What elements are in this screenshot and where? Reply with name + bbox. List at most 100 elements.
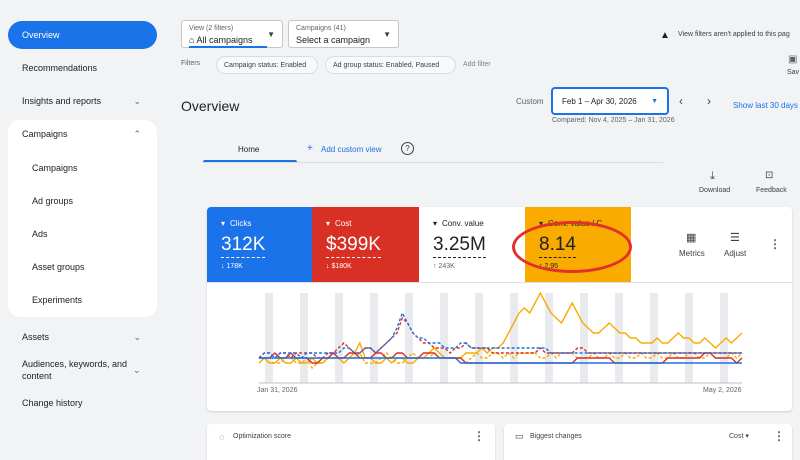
nav-campaigns[interactable]: Campaigns [32,163,78,173]
metric-tile-conv-value[interactable]: ▾ Conv. value 3.25M ↑ 243K [419,207,525,282]
metric-value: $399K [326,234,381,258]
series-line-4 [259,357,742,364]
save-icon[interactable]: ▣ [788,54,798,65]
chevron-up-icon: ⌃ [133,128,141,139]
metric-label-text: Clicks [230,219,252,228]
tab-home-indicator [203,160,297,163]
metrics-button[interactable]: Metrics [679,249,705,258]
chip-campaign-status[interactable]: Campaign status: Enabled [216,56,318,74]
caret-down-icon: ▾ [221,219,226,228]
metric-change: ↓ $180K [326,263,419,270]
series-line-3 [258,316,742,359]
caret-down-icon: ▼ [267,30,275,39]
tab-home[interactable]: Home [238,145,260,154]
campaign-selector[interactable]: Campaigns (41) Select a campaign ▼ [288,20,399,48]
campaign-selector-small: Campaigns (41) [296,25,346,32]
more-vert-icon[interactable]: ⋮ [773,429,785,443]
nav-campaigns-header-label: Campaigns [22,129,68,139]
caret-down-icon: ▾ [433,219,438,228]
metric-label: ▾ Clicks [221,219,312,228]
caret-down-icon: ▼ [383,30,391,39]
chip-adgroup-status[interactable]: Ad group status: Enabled, Paused [325,56,456,74]
cost-selector-label: Cost [729,433,744,440]
weekend-band [335,293,343,383]
weekend-band [545,293,553,383]
performance-chart [258,291,743,384]
biggest-changes-title: Biggest changes [530,433,582,440]
view-selector-label: All campaigns [196,35,253,45]
x-axis-start-label: Jan 31, 2026 [257,387,298,394]
warning-icon: ▲ [660,30,670,41]
optimization-score-title: Optimization score [233,433,291,440]
view-selector-small: View (2 filters) [189,25,234,32]
optimization-score-card: ◌ Optimization score ⋮ [207,424,495,460]
campaign-selector-label: Select a campaign [296,35,371,45]
performance-card: ▾ Clicks 312K ↓ 178K ▾ Cost $399K ↓ $180K … [207,207,792,411]
nav-asset-groups[interactable]: Asset groups [32,262,85,272]
weekend-band [265,293,273,383]
view-selector-main: ⌂ All campaigns [189,35,252,45]
metric-label-text: Conv. value [442,219,484,228]
weekend-band [580,293,588,383]
add-custom-view-link[interactable]: Add custom view [321,145,382,154]
save-label[interactable]: Sav [787,69,800,76]
nav-audiences[interactable]: Audiences, keywords, and content [8,353,128,387]
arrow-up-icon: ↑ [433,263,437,270]
nav-insights-label: Insights and reports [22,96,102,106]
weekend-band [475,293,483,383]
x-axis-end-label: May 2, 2026 [703,387,742,394]
nav-experiments[interactable]: Experiments [32,295,83,305]
lightbulb-icon: ◌ [219,432,225,442]
more-vert-icon[interactable]: ⋮ [769,237,781,251]
nav-assets[interactable]: Assets ⌄ [8,323,157,351]
date-range-picker[interactable]: Feb 1 – Apr 30, 2026 ▼ [551,87,669,115]
chevron-left-icon[interactable]: ‹ [679,94,683,108]
nav-overview[interactable]: Overview [8,21,157,49]
show-last-30-link[interactable]: Show last 30 days [733,101,798,110]
nav-recommendations-label: Recommendations [22,63,98,73]
caret-down-icon: ▾ [326,219,331,228]
sidebar: Overview Recommendations Insights and re… [0,0,165,460]
metric-tile-clicks[interactable]: ▾ Clicks 312K ↓ 178K [207,207,312,282]
compared-range: Compared: Nov 4, 2025 – Jan 31, 2026 [552,117,675,124]
nav-ads[interactable]: Ads [32,229,48,239]
download-icon[interactable]: ⤓ [710,170,715,182]
download-label[interactable]: Download [699,187,731,194]
adjust-button[interactable]: Adjust [724,249,747,258]
biggest-changes-card: ▭ Biggest changes Cost ▾ ⋮ [504,424,792,460]
metric-tile-cost[interactable]: ▾ Cost $399K ↓ $180K [312,207,419,282]
plus-icon[interactable]: + [307,143,313,154]
view-selector[interactable]: View (2 filters) ⌂ All campaigns ▼ [181,20,283,48]
feedback-label[interactable]: Feedback [756,187,787,194]
feedback-icon[interactable]: ⊡ [765,170,774,181]
filters-label: Filters [181,60,201,67]
nav-change-history[interactable]: Change history [8,389,157,417]
arrow-down-icon: ↓ [326,263,330,270]
cost-selector[interactable]: Cost ▾ [729,432,749,440]
chevron-right-icon[interactable]: › [707,94,711,108]
metric-change-value: $180K [331,263,352,270]
view-selector-underline [189,46,267,48]
chip-campaign-status-label: Campaign status: Enabled [224,61,307,69]
add-filter-link[interactable]: Add filter [463,61,491,68]
page-title: Overview [181,98,240,114]
nav-campaigns-header[interactable]: Campaigns ⌃ [8,120,157,148]
metric-label: ▾ Conv. value [433,219,525,228]
date-range-value: Feb 1 – Apr 30, 2026 [562,97,637,106]
nav-ad-groups[interactable]: Ad groups [32,196,74,206]
tiles-divider [207,282,792,283]
weekend-band [370,293,378,383]
help-icon[interactable]: ? [401,142,414,155]
more-vert-icon[interactable]: ⋮ [473,429,485,443]
highlight-circle [512,221,632,273]
arrow-down-icon: ↓ [221,263,225,270]
weekend-band [615,293,623,383]
adjust-icon[interactable]: ☰ [730,232,740,244]
nav-insights[interactable]: Insights and reports ⌄ [8,87,157,115]
metric-change: ↓ 178K [221,263,312,270]
nav-recommendations[interactable]: Recommendations [8,54,157,82]
metrics-icon[interactable]: ▦ [686,232,697,244]
weekend-band [720,293,728,383]
nav-audiences-label: Audiences, keywords, and content [22,359,128,381]
changes-icon: ▭ [515,431,524,441]
